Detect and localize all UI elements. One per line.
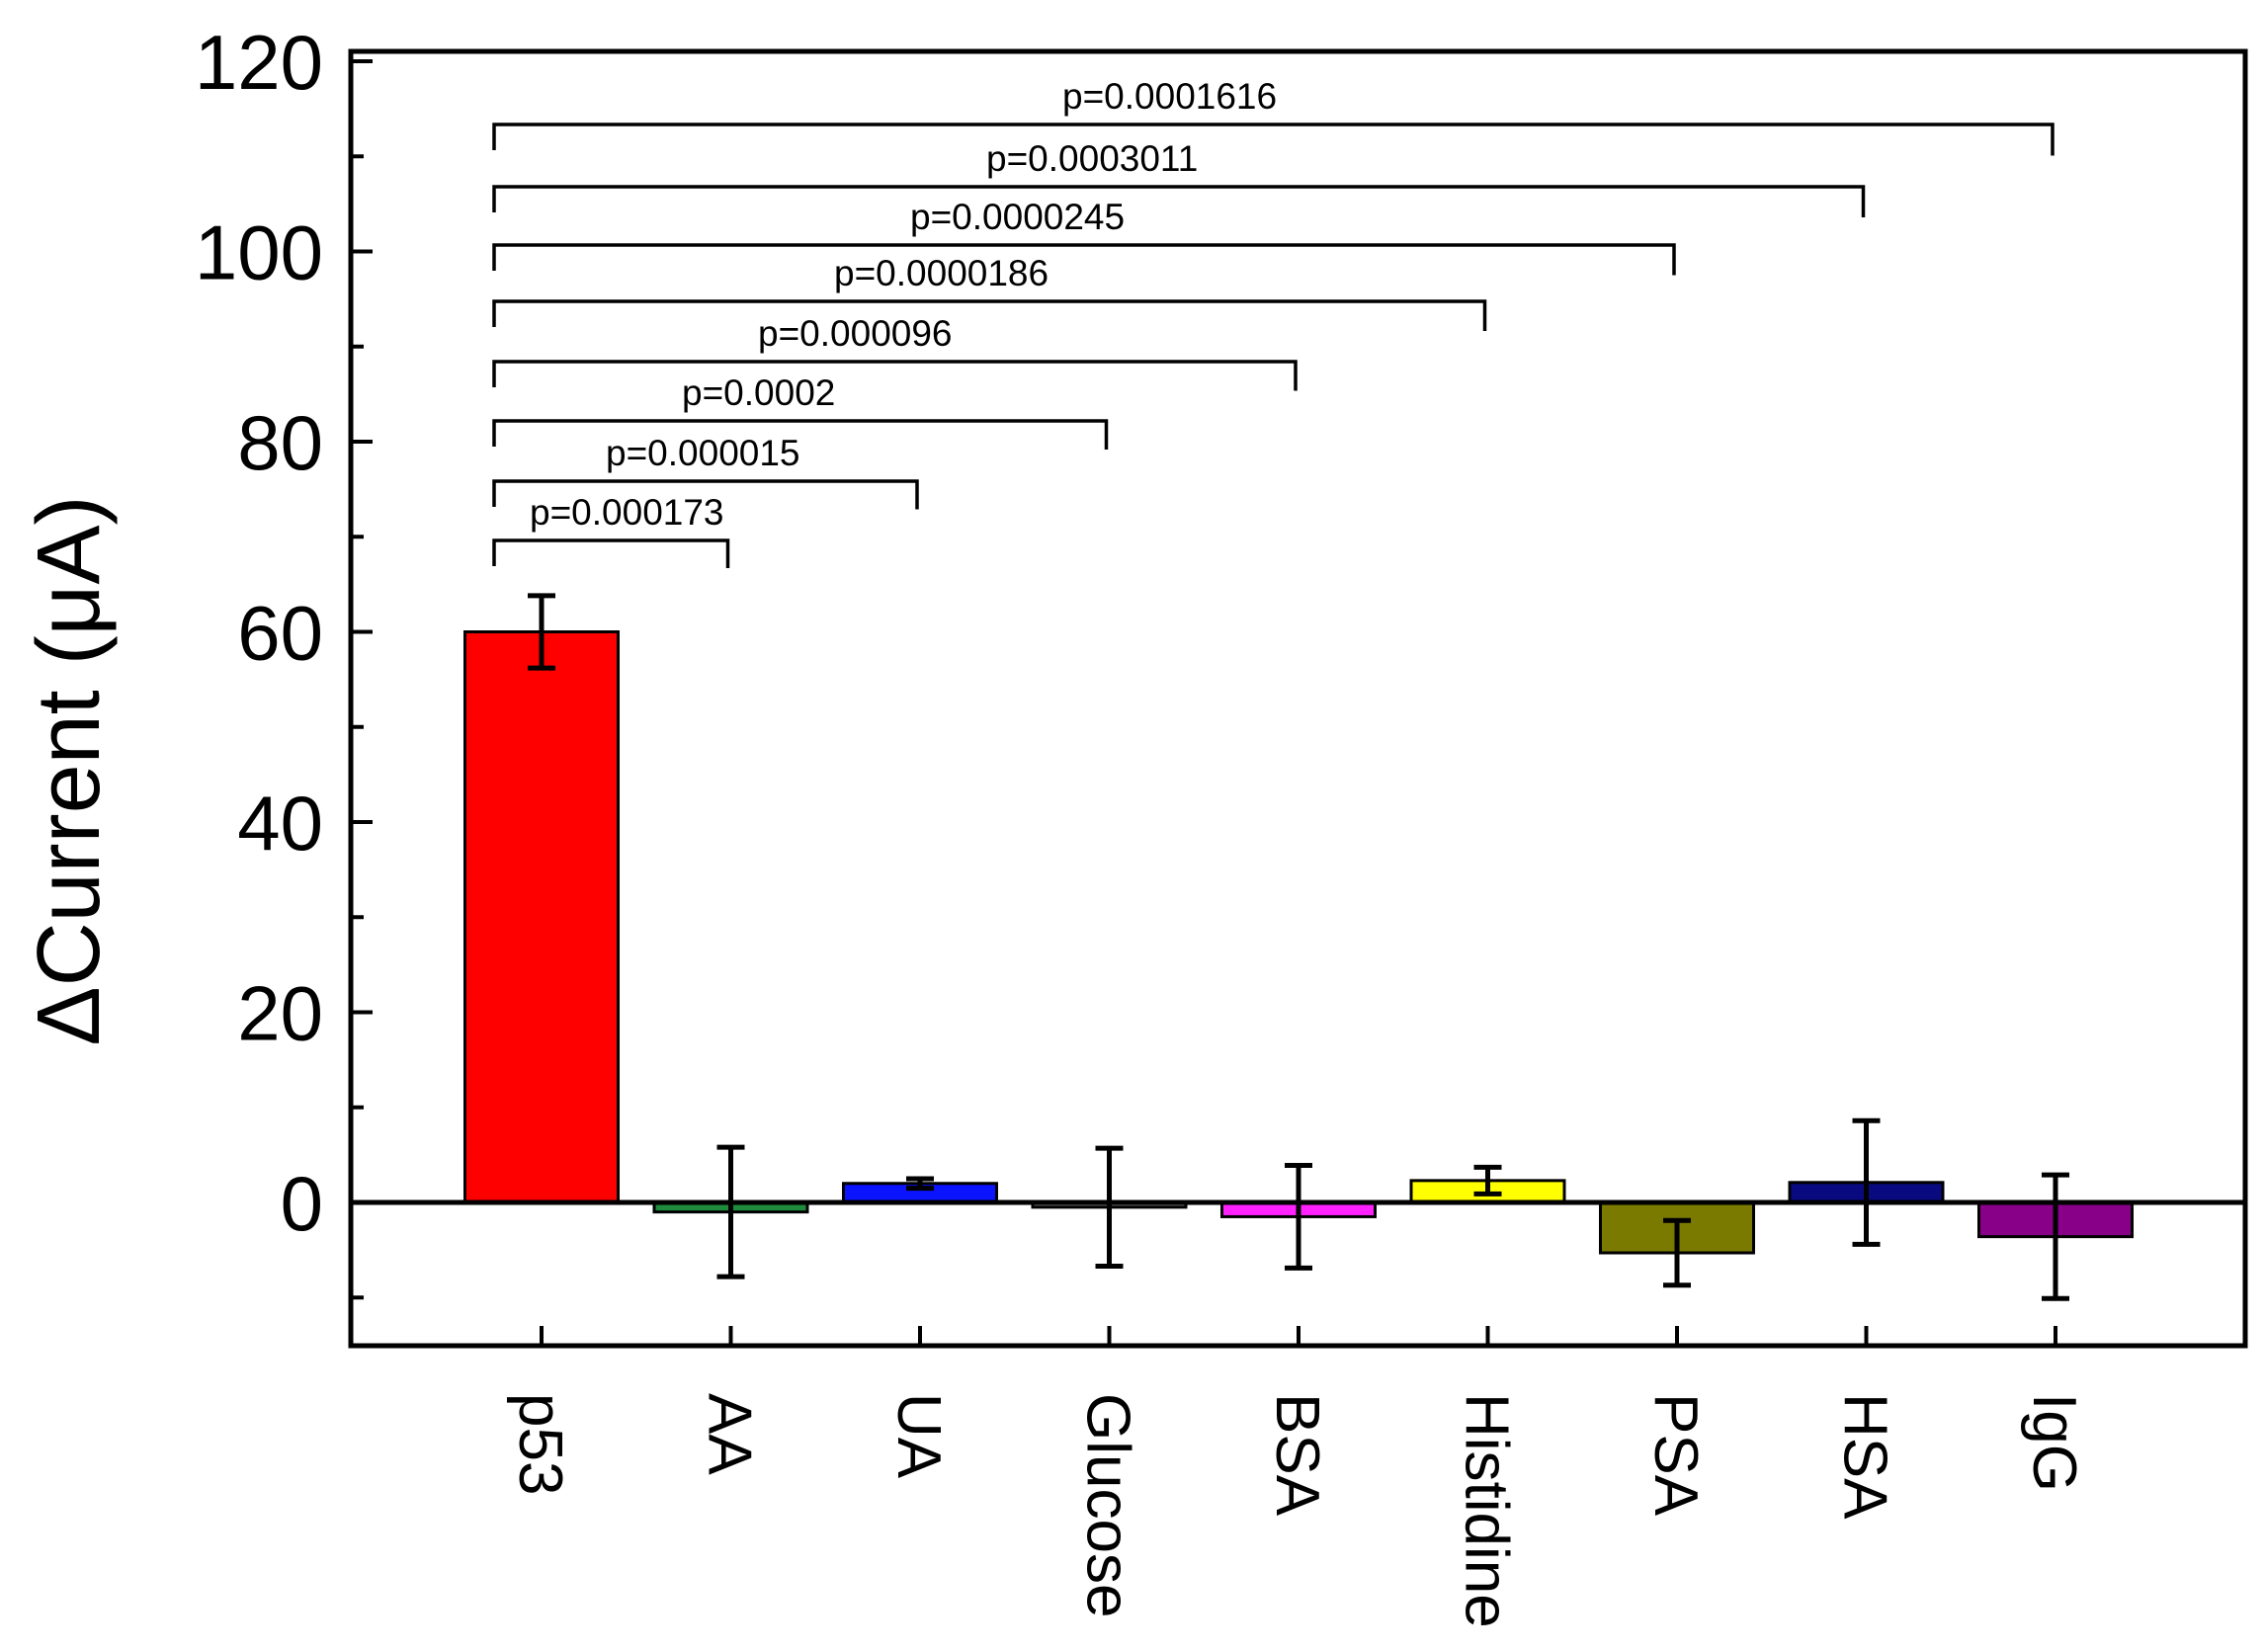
p-value-label: p=0.000015 [606,433,800,473]
significance-bracket [492,243,1676,276]
significance-bracket [492,123,2055,156]
p-value-label: p=0.0000245 [910,197,1125,237]
p-value-label: p=0.0000186 [834,253,1049,293]
x-tick-label: IgG [2020,1393,2088,1492]
y-tick-label: 120 [195,19,323,106]
significance-bracket [492,479,919,510]
y-tick-label: 40 [237,780,323,867]
y-tick-label: 80 [237,399,323,486]
x-tick-label: HSA [1831,1393,1899,1520]
x-tick-label: BSA [1263,1393,1331,1517]
significance-bracket [492,360,1298,391]
bar-p53 [463,630,620,1204]
x-tick-label: Glucose [1074,1393,1142,1617]
y-tick-label: 100 [195,209,323,296]
significance-bracket [492,185,1866,217]
x-tick-label: UA [884,1393,953,1479]
p-value-label: p=0.0001616 [1062,76,1277,117]
y-tick-label: 60 [237,590,323,677]
significance-bracket [492,419,1109,450]
p-value-label: p=0.000096 [758,313,953,354]
x-tick-label: Histidine [1453,1393,1521,1628]
x-tick-label: AA [696,1393,764,1475]
significance-bracket [492,299,1487,331]
y-tick-label: 0 [281,1160,323,1247]
y-axis-label: ΔCurrent (μA) [20,495,119,1045]
p-value-label: p=0.0003011 [986,138,1198,179]
x-tick-label: PSA [1641,1393,1710,1517]
p-value-label: p=0.0002 [682,372,835,413]
p-value-label: p=0.000173 [530,492,724,533]
x-tick-label: p53 [506,1393,574,1495]
significance-bracket [492,538,730,568]
y-tick-label: 20 [237,970,323,1057]
